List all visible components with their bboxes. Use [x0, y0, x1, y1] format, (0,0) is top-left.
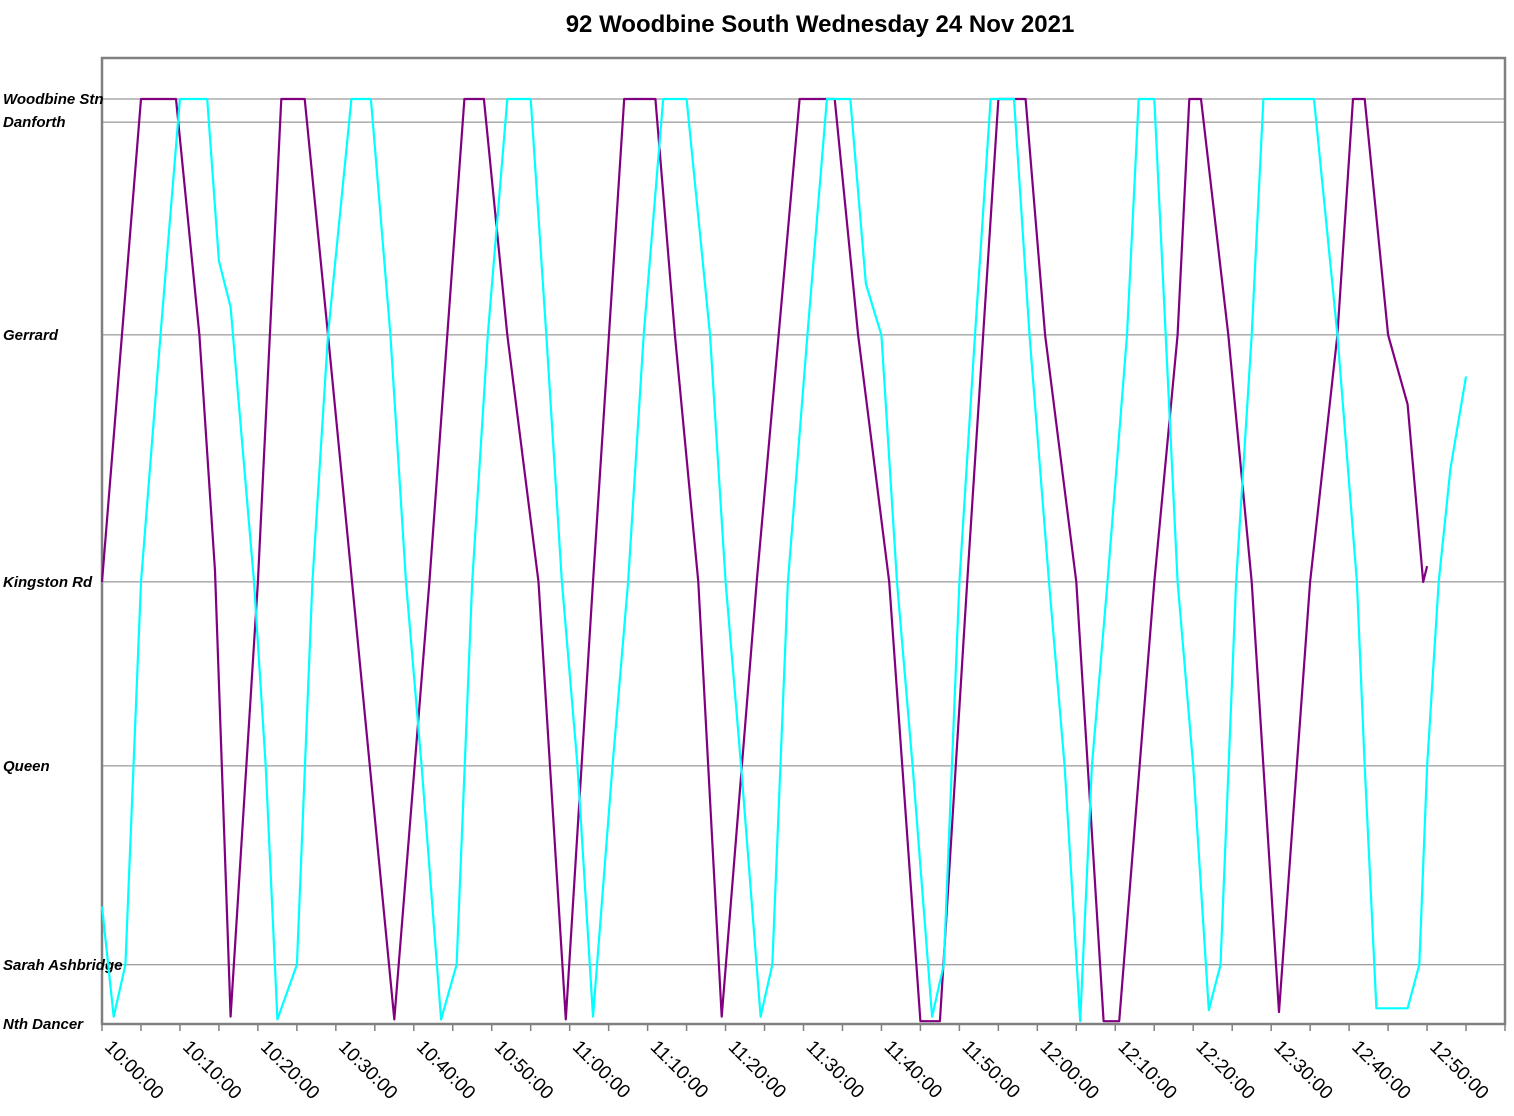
x-tick-label: 10:10:00 — [178, 1037, 245, 1104]
stop-label-queen: Queen — [3, 758, 50, 775]
stop-label-sarah-ashbridge: Sarah Ashbridge — [3, 957, 122, 974]
x-tick-label: 12:00:00 — [1036, 1037, 1103, 1104]
x-tick-label: 11:50:00 — [958, 1037, 1024, 1103]
x-tick-label: 11:20:00 — [724, 1037, 790, 1103]
x-tick-label: 12:20:00 — [1191, 1037, 1258, 1104]
x-tick-label: 10:40:00 — [412, 1037, 479, 1104]
x-tick-label: 11:10:00 — [646, 1037, 712, 1103]
x-tick-label: 11:30:00 — [802, 1037, 868, 1103]
grid — [102, 98, 1505, 966]
series-layer — [100, 97, 1468, 1023]
stop-label-nth-dancer: Nth Dancer — [3, 1016, 84, 1033]
x-tick-label: 10:00:00 — [100, 1037, 167, 1104]
x-tick-label: 10:50:00 — [490, 1037, 557, 1104]
stop-label-woodbine-stn: Woodbine Stn — [3, 91, 104, 108]
stop-label-kingston-rd: Kingston Rd — [3, 574, 93, 591]
chart-title: 92 Woodbine South Wednesday 24 Nov 2021 — [566, 11, 1075, 38]
series-line-2 — [100, 97, 1468, 1023]
x-tick-label: 11:00:00 — [568, 1037, 634, 1103]
stop-label-danforth: Danforth — [3, 114, 66, 131]
x-tick-label: 11:40:00 — [880, 1037, 946, 1103]
stop-label-gerrard: Gerrard — [3, 327, 59, 344]
x-tick-label: 10:30:00 — [334, 1037, 401, 1104]
y-axis-labels: Woodbine Stn Danforth Gerrard Kingston Rd Qu… — [3, 91, 122, 1033]
x-tick-label: 12:40:00 — [1347, 1037, 1414, 1104]
x-tick-label: 10:20:00 — [256, 1037, 323, 1104]
x-axis: 10:00:00 10:10:00 10:20:00 10:30:00 10:40:00… — [100, 1024, 1506, 1104]
x-tick-label: 12:50:00 — [1425, 1037, 1492, 1104]
x-tick-label: 12:30:00 — [1269, 1037, 1336, 1104]
plot-area — [100, 56, 1507, 1026]
x-tick-label: 12:10:00 — [1114, 1037, 1181, 1104]
